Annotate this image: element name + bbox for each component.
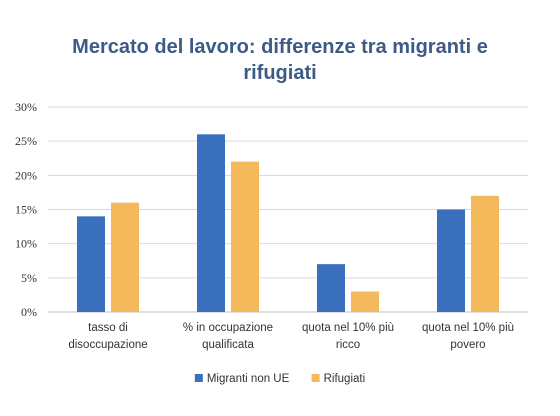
bars bbox=[77, 134, 499, 312]
bar bbox=[111, 202, 139, 312]
bar bbox=[231, 161, 259, 312]
x-category-label: tasso di bbox=[88, 322, 128, 334]
x-category-label: quota nel 10% più bbox=[302, 322, 394, 334]
y-tick-label: 5% bbox=[21, 271, 37, 285]
y-tick-label: 10% bbox=[15, 237, 37, 251]
y-tick-label: 30% bbox=[15, 100, 37, 114]
y-tick-label: 0% bbox=[21, 305, 37, 319]
bar bbox=[351, 291, 379, 312]
x-category-label: qualificata bbox=[202, 339, 254, 351]
y-tick-label: 25% bbox=[15, 134, 37, 148]
legend-item: Rifugiati bbox=[311, 373, 366, 385]
legend: Migranti non UE Rifugiati bbox=[194, 373, 366, 385]
legend-swatch bbox=[194, 374, 203, 382]
x-category-label: quota nel 10% più bbox=[422, 322, 514, 334]
x-axis-category-labels: tasso di disoccupazione % in occupazione qu… bbox=[68, 322, 514, 351]
legend-label: Migranti non UE bbox=[207, 373, 290, 385]
x-category-label: disoccupazione bbox=[68, 339, 147, 351]
legend-label: Rifugiati bbox=[324, 373, 366, 385]
chart-title: Mercato del lavoro: differenze tra migra… bbox=[72, 36, 488, 84]
x-category-label: ricco bbox=[336, 339, 360, 351]
bar bbox=[471, 195, 499, 312]
y-tick-label: 15% bbox=[15, 203, 37, 217]
y-axis-tick-labels: 0% 5% 10% 15% 20% 25% 30% bbox=[15, 100, 37, 319]
legend-item: Migranti non UE bbox=[194, 373, 290, 385]
bar bbox=[197, 134, 225, 312]
x-category-label: % in occupazione bbox=[183, 322, 273, 334]
legend-swatch bbox=[311, 374, 320, 382]
x-category-label: povero bbox=[450, 339, 485, 351]
bar bbox=[437, 209, 465, 312]
bar bbox=[77, 216, 105, 312]
y-tick-label: 20% bbox=[15, 168, 37, 182]
bar bbox=[317, 264, 345, 312]
